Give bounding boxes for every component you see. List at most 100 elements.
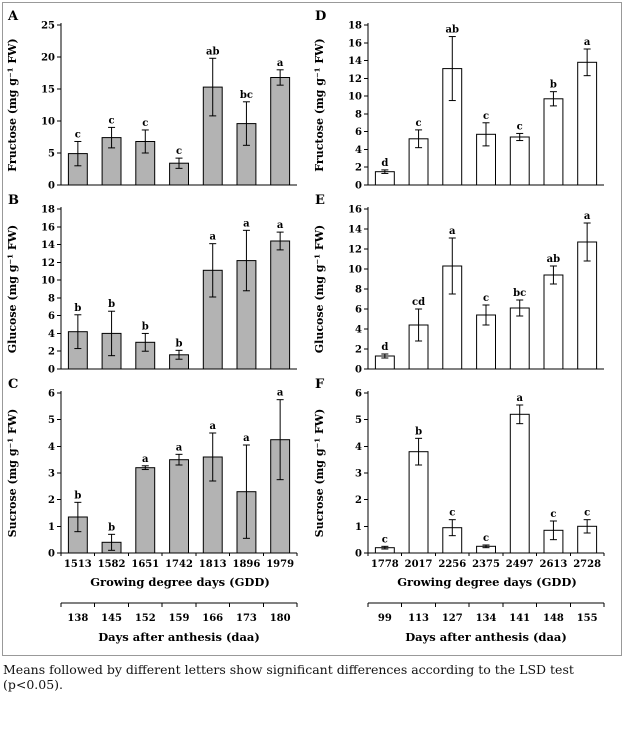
y-axis-title: Fructose (mg g⁻¹ FW): [313, 38, 326, 171]
y-tick-label: 16: [348, 205, 362, 216]
y-tick-label: 18: [41, 205, 55, 216]
y-tick-label: 6: [355, 305, 362, 316]
significance-letter: bc: [513, 288, 526, 299]
significance-letter: c: [75, 129, 81, 140]
daa-value: 173: [236, 613, 257, 624]
daa-value: 134: [476, 613, 497, 624]
panel-f-chart: F Sucrose (mg g⁻¹ FW) 0 1 2 3 4 5 6 c 1778 b 2017 c 22…: [312, 375, 614, 575]
x-axis-title-right: Growing degree days (GDD): [397, 575, 577, 589]
y-tick-label: 2: [355, 495, 362, 506]
y-tick-label: 8: [355, 285, 362, 296]
daa-value: 155: [577, 613, 598, 624]
bar-b-1979: [270, 240, 291, 370]
bar-e-2613: [543, 274, 564, 370]
y-tick-label: 4: [355, 145, 362, 156]
significance-letter: a: [209, 232, 216, 243]
significance-letter: a: [516, 393, 523, 404]
right-column: D Fructose (mg g⁻¹ FW) 0 2 4 6 8 10 12 14 16 18 d c ab…: [312, 7, 619, 649]
x-tick-label: 1979: [266, 559, 294, 570]
x-tick-label: 2017: [405, 559, 433, 570]
bar-d-2497: [509, 136, 530, 186]
x-tick-label: 1513: [64, 559, 92, 570]
y-tick-label: 0: [355, 181, 362, 192]
y-tick-label: 6: [48, 311, 55, 322]
chart-svg-panel-b: B Glucose (mg g⁻¹ FW) 0 2 4 6 8 10 12 14 16 18 b b b b a…: [6, 193, 297, 376]
x-axis-title-left: Growing degree days (GDD): [90, 575, 270, 589]
panel-letter: D: [315, 9, 326, 24]
significance-letter: ab: [206, 46, 219, 57]
significance-letter: b: [74, 303, 81, 314]
x-tick-label: 2375: [472, 559, 500, 570]
significance-letter: c: [550, 509, 556, 520]
daa-value: 148: [543, 613, 564, 624]
y-tick-label: 14: [41, 240, 55, 251]
y-tick-label: 12: [348, 245, 362, 256]
y-tick-label: 18: [348, 21, 362, 32]
daa-value: 152: [135, 613, 156, 624]
significance-letter: ab: [547, 254, 560, 265]
y-tick-label: 8: [48, 293, 55, 304]
y-tick-label: 4: [355, 442, 362, 453]
y-tick-label: 6: [355, 127, 362, 138]
y-tick-label: 5: [355, 415, 362, 426]
y-tick-label: 4: [355, 325, 362, 336]
significance-letter: bc: [240, 90, 253, 101]
daa-value: 166: [202, 613, 223, 624]
bar-c-1651: [135, 467, 156, 554]
daa-axis-svg: 138 145 152 159 166 173 180 Days after anthesis…: [60, 602, 298, 644]
x-tick-label: 1651: [131, 559, 159, 570]
significance-letter: b: [108, 522, 115, 533]
y-tick-label: 16: [41, 222, 55, 233]
chart-svg-panel-e: E Glucose (mg g⁻¹ FW) 0 2 4 6 8 10 12 14 16 d cd a c bc…: [313, 193, 604, 376]
y-tick-label: 6: [48, 389, 55, 400]
significance-letter: a: [449, 226, 456, 237]
daa-value: 127: [442, 613, 463, 624]
y-tick-label: 1: [48, 522, 55, 533]
bar-c-1742: [169, 459, 190, 554]
daa-value: 113: [408, 613, 429, 624]
panel-letter: B: [8, 193, 19, 208]
y-tick-label: 2: [355, 345, 362, 356]
y-tick-label: 14: [348, 56, 362, 67]
x-tick-label: 1582: [98, 559, 126, 570]
daa-axis-left: 138 145 152 159 166 173 180 Days after anthesis…: [5, 597, 307, 649]
y-tick-label: 3: [355, 469, 362, 480]
y-tick-label: 0: [48, 549, 55, 560]
y-tick-label: 4: [48, 329, 55, 340]
daa-value: 141: [509, 613, 530, 624]
x-tick-label: 1742: [165, 559, 193, 570]
significance-letter: a: [277, 220, 284, 231]
y-tick-label: 2: [48, 495, 55, 506]
significance-letter: c: [483, 533, 489, 544]
figure-panel-grid: A Fructose (mg g⁻¹ FW) 0 5 10 15 20 25 c c c c ab bc a…: [2, 2, 622, 656]
figure-caption: Means followed by different letters show…: [3, 662, 574, 692]
daa-axis-right: 99 113 127 134 141 148 155 Days after anthesis …: [312, 597, 614, 649]
significance-letter: c: [142, 118, 148, 129]
y-tick-label: 25: [41, 21, 55, 32]
y-tick-label: 6: [355, 389, 362, 400]
y-tick-label: 2: [48, 347, 55, 358]
x-tick-label: 2728: [573, 559, 601, 570]
significance-letter: c: [416, 118, 422, 129]
significance-letter: c: [382, 534, 388, 545]
chart-svg-panel-a: A Fructose (mg g⁻¹ FW) 0 5 10 15 20 25 c c c c ab bc a: [6, 9, 297, 192]
significance-letter: a: [209, 421, 216, 432]
panel-e-chart: E Glucose (mg g⁻¹ FW) 0 2 4 6 8 10 12 14 16 d cd a c bc…: [312, 191, 614, 376]
significance-letter: c: [517, 121, 523, 132]
y-tick-label: 20: [41, 53, 55, 64]
y-tick-label: 0: [48, 181, 55, 192]
x-tick-label: 1813: [199, 559, 227, 570]
y-tick-label: 3: [48, 469, 55, 480]
y-tick-label: 2: [355, 163, 362, 174]
daa-value: 180: [270, 613, 291, 624]
bar-d-2728: [577, 61, 598, 186]
panel-letter: C: [8, 377, 18, 392]
significance-letter: c: [176, 146, 182, 157]
panel-letter: A: [7, 9, 19, 24]
significance-letter: c: [483, 293, 489, 304]
bar-f-2017: [408, 451, 429, 554]
panel-a-chart: A Fructose (mg g⁻¹ FW) 0 5 10 15 20 25 c c c c ab bc a: [5, 7, 307, 192]
bar-a-1979: [270, 77, 291, 186]
daa-value: 99: [378, 613, 392, 624]
